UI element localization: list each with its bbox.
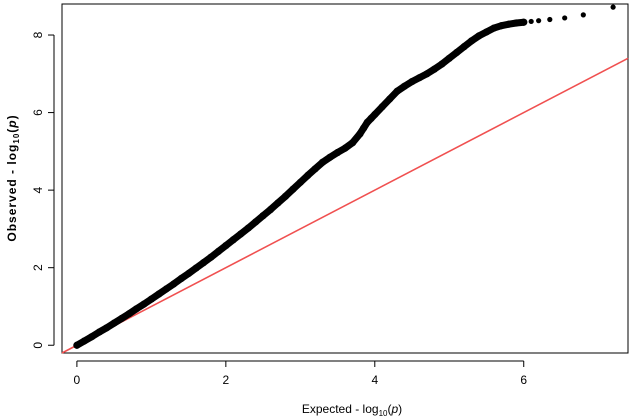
points-layer [73, 4, 616, 349]
observed-point [610, 4, 616, 10]
y-tick-label: 8 [31, 31, 45, 38]
observed-point [259, 212, 267, 220]
observed-point [281, 192, 290, 200]
observed-point [482, 28, 491, 36]
observed-point [289, 185, 297, 193]
observed-point [244, 224, 252, 232]
observed-point [408, 77, 416, 86]
observed-point [88, 333, 96, 341]
observed-point [319, 158, 327, 166]
observed-point [132, 305, 141, 313]
observed-point [155, 290, 163, 298]
observed-point [214, 247, 222, 256]
y-axis-title: Observed - log10(p) [5, 114, 21, 241]
x-tick-label: 4 [371, 373, 378, 387]
y-axis-title-open-paren: ( [5, 128, 19, 133]
plot-frame [61, 3, 629, 354]
y-axis-title-close-paren: ) [5, 114, 19, 119]
x-tick-label: 2 [222, 373, 229, 387]
y-tick-label: 4 [31, 186, 45, 193]
observed-point [103, 324, 111, 332]
x-axis-title-open-paren: ( [387, 402, 391, 416]
observed-point [393, 87, 401, 95]
reference-line [61, 57, 629, 354]
observed-point [192, 264, 200, 272]
observed-point [512, 19, 520, 27]
observed-point [505, 20, 513, 28]
observed-point [311, 165, 319, 173]
x-axis: 0 2 4 6 [74, 360, 527, 387]
x-axis-title-prefix: Expected - log [302, 402, 379, 416]
y-axis-title-prefix: Observed - log [5, 144, 19, 242]
observed-point [326, 153, 334, 161]
observed-point [274, 199, 282, 207]
observed-point [497, 22, 505, 30]
observed-point [125, 310, 133, 318]
observed-point [360, 124, 368, 132]
observed-point [222, 241, 230, 250]
observed-point [580, 12, 586, 18]
x-axis-title-variable: p [390, 402, 398, 416]
y-axis-title-variable: p [5, 119, 19, 128]
observed-point [252, 218, 260, 226]
observed-point [423, 70, 431, 78]
observed-point [468, 37, 476, 45]
observed-point [147, 295, 155, 303]
observed-point [475, 32, 483, 40]
observed-point [177, 274, 185, 283]
observed-point [386, 95, 394, 103]
y-axis-title-subscript: 10 [12, 133, 21, 144]
observed-point [378, 103, 386, 111]
observed-point [356, 130, 364, 138]
observed-point [348, 139, 357, 147]
observed-point [162, 285, 170, 293]
observed-point [73, 341, 81, 349]
y-tick-label: 6 [31, 109, 45, 116]
reference-layer [61, 57, 629, 354]
x-axis-title: Expected - log10(p) [302, 402, 402, 418]
y-tick-label: 0 [31, 342, 45, 349]
observed-point [296, 178, 304, 186]
observed-point [536, 18, 542, 24]
observed-point [333, 148, 342, 157]
observed-point [185, 269, 193, 278]
observed-point [199, 259, 208, 267]
observed-point [520, 18, 528, 26]
observed-point [371, 110, 379, 119]
observed-point [430, 65, 438, 73]
observed-point [528, 18, 534, 25]
observed-point [547, 16, 553, 23]
observed-point [110, 319, 118, 327]
observed-point [562, 15, 568, 21]
x-tick-label: 6 [520, 373, 527, 387]
x-tick-label: 0 [74, 373, 81, 387]
observed-point [266, 205, 275, 214]
y-axis: 0 2 4 6 8 [31, 31, 55, 349]
observed-point [117, 314, 126, 323]
observed-point [304, 171, 312, 179]
observed-point [445, 54, 453, 62]
observed-point [207, 253, 215, 261]
observed-point [80, 337, 88, 345]
observed-point [237, 230, 245, 238]
observed-point [170, 280, 178, 288]
x-axis-title-subscript: 10 [379, 409, 388, 418]
observed-point [341, 144, 349, 152]
observed-point [229, 236, 237, 244]
observed-point [460, 43, 468, 51]
observed-point [438, 60, 446, 68]
y-tick-label: 2 [31, 264, 45, 271]
observed-point [415, 74, 424, 82]
observed-point [400, 82, 409, 90]
observed-point [140, 300, 148, 308]
x-axis-title-close-paren: ) [398, 402, 402, 416]
observed-point [453, 48, 461, 57]
observed-point [95, 328, 103, 336]
observed-point [490, 24, 498, 32]
